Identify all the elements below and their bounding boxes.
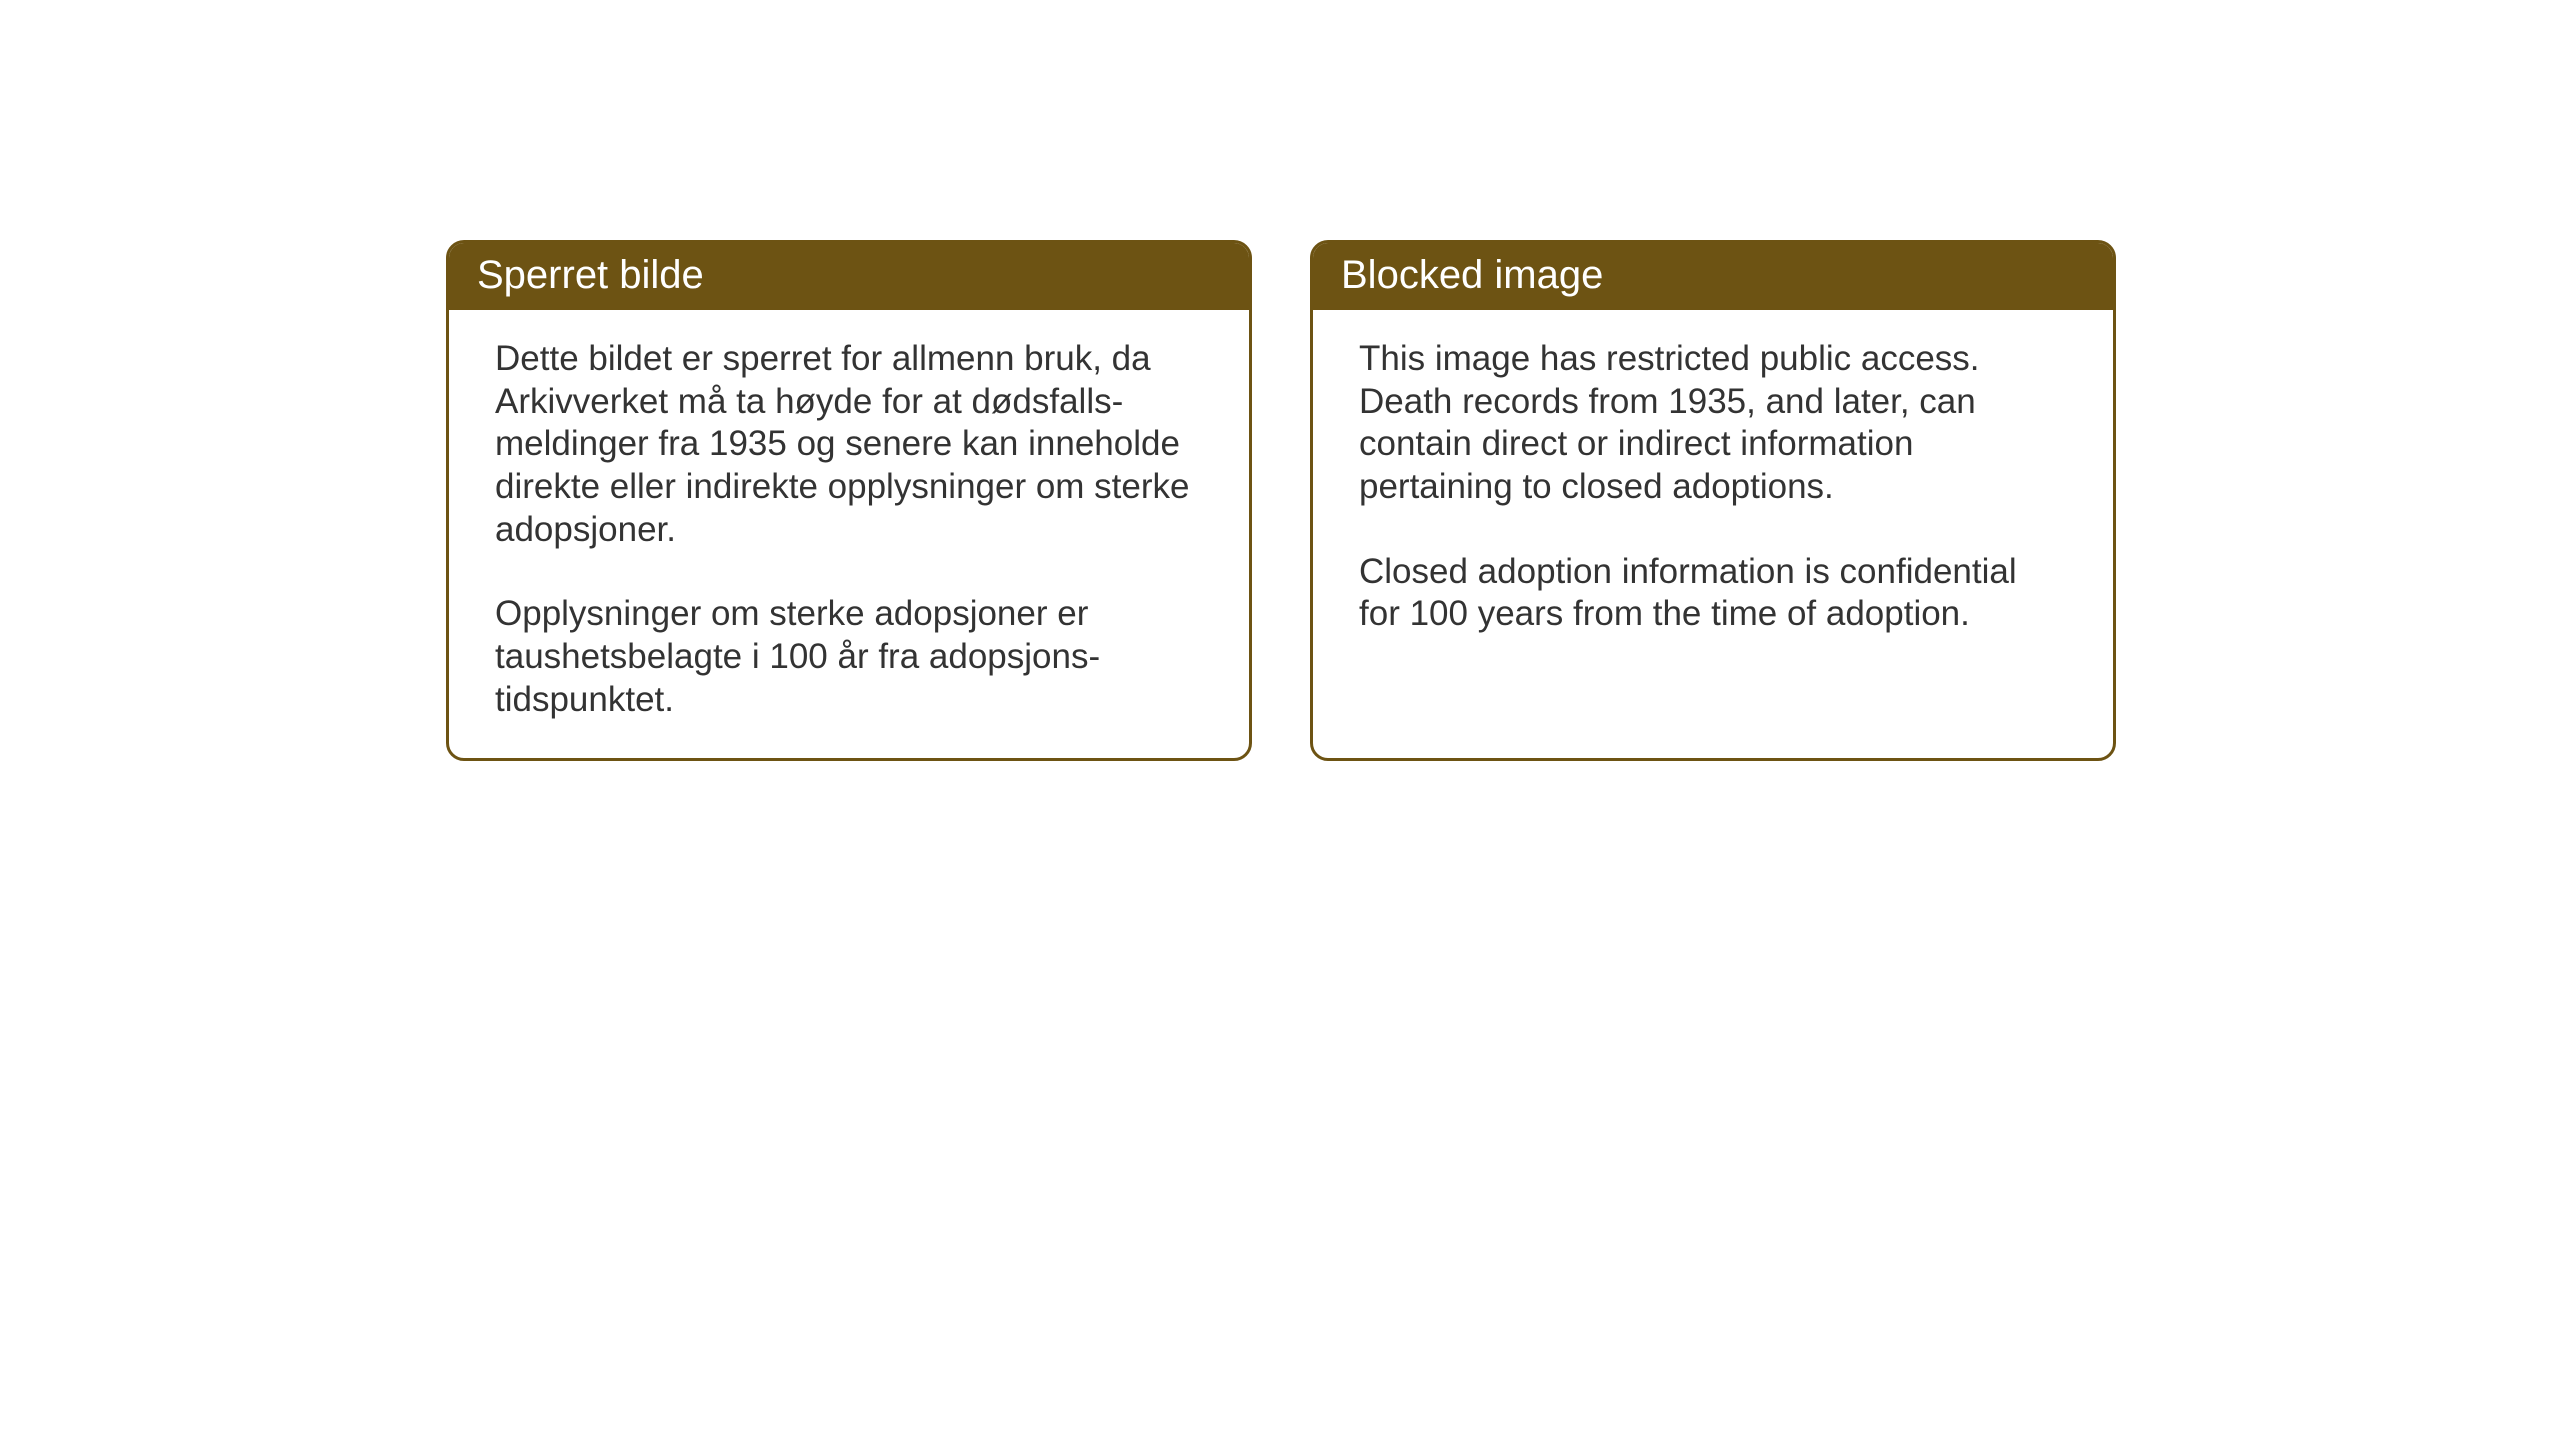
notice-card-english: Blocked image This image has restricted … [1310, 240, 2116, 761]
card-header-english: Blocked image [1313, 243, 2113, 310]
card-header-norwegian: Sperret bilde [449, 243, 1249, 310]
paragraph-text: Opplysninger om sterke adopsjoner er tau… [495, 593, 1203, 721]
notice-cards-container: Sperret bilde Dette bildet er sperret fo… [446, 240, 2116, 761]
card-body-english: This image has restricted public access.… [1313, 310, 2113, 722]
paragraph-text: This image has restricted public access.… [1359, 338, 2067, 509]
paragraph-text: Closed adoption information is confident… [1359, 551, 2067, 636]
card-body-norwegian: Dette bildet er sperret for allmenn bruk… [449, 310, 1249, 758]
paragraph-text: Dette bildet er sperret for allmenn bruk… [495, 338, 1203, 551]
notice-card-norwegian: Sperret bilde Dette bildet er sperret fo… [446, 240, 1252, 761]
